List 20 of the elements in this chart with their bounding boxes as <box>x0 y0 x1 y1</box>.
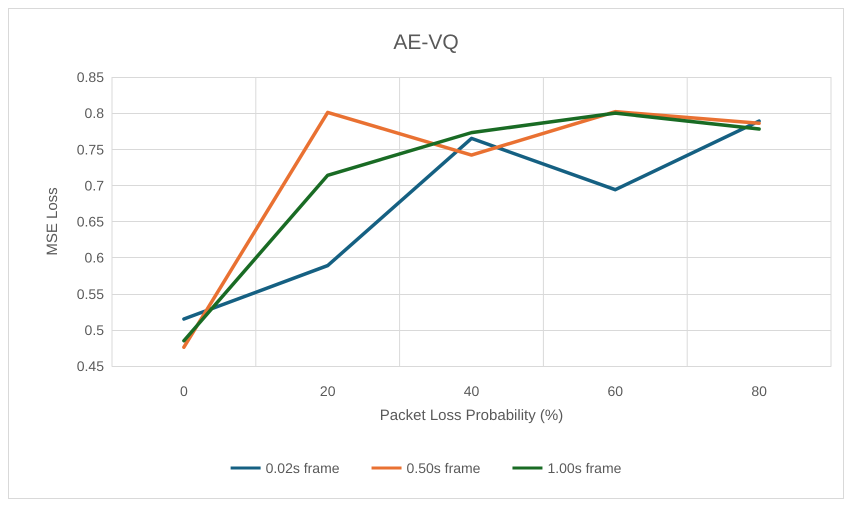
y-tick-label: 0.75 <box>76 141 104 158</box>
legend-label: 1.00s frame <box>547 460 622 476</box>
y-tick-label: 0.55 <box>76 286 104 302</box>
x-tick-label: 0 <box>180 383 188 399</box>
x-tick-label: 80 <box>751 383 768 399</box>
legend-label: 0.02s frame <box>266 460 340 476</box>
x-tick-label: 20 <box>320 383 336 399</box>
y-tick-label: 0.6 <box>84 250 104 266</box>
x-axis-title: Packet Loss Probability (%) <box>380 407 564 424</box>
y-tick-label: 0.8 <box>84 105 104 122</box>
y-tick-label: 0.65 <box>76 214 104 230</box>
y-tick-label: 0.7 <box>84 177 104 194</box>
y-tick-label: 0.45 <box>76 358 104 374</box>
x-tick-label: 40 <box>464 383 480 399</box>
chart-title: AE-VQ <box>393 31 459 54</box>
x-tick-label: 60 <box>608 383 624 399</box>
y-axis-title: MSE Loss <box>44 187 61 256</box>
y-tick-label: 0.5 <box>84 322 104 338</box>
legend-label: 0.50s frame <box>406 460 481 476</box>
y-tick-label: 0.85 <box>76 69 104 85</box>
